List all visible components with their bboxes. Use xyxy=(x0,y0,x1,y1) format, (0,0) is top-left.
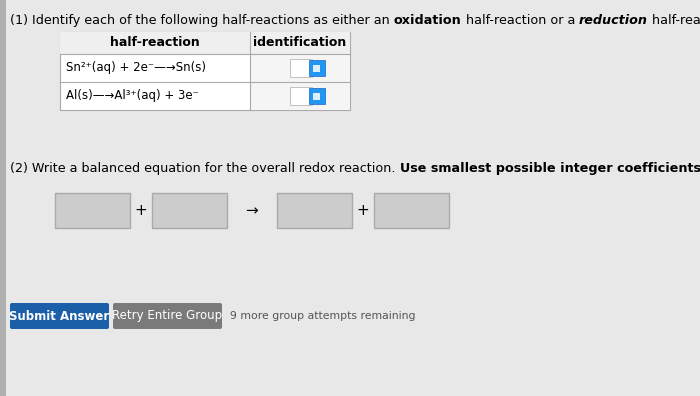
Bar xyxy=(313,65,320,72)
Text: oxidation: oxidation xyxy=(393,14,461,27)
Bar xyxy=(309,88,325,104)
Text: identification: identification xyxy=(253,36,346,50)
Text: Sn²⁺(aq) + 2e⁻—→Sn(s): Sn²⁺(aq) + 2e⁻—→Sn(s) xyxy=(66,61,206,74)
Text: (2) Write a balanced equation for the overall redox reaction.: (2) Write a balanced equation for the ov… xyxy=(10,162,400,175)
Bar xyxy=(290,87,312,105)
Bar xyxy=(55,193,130,228)
Bar xyxy=(277,193,352,228)
Bar xyxy=(290,59,312,77)
Text: half-reaction.: half-reaction. xyxy=(648,14,700,27)
Text: →: → xyxy=(246,203,258,218)
Text: Al(s)—→Al³⁺(aq) + 3e⁻: Al(s)—→Al³⁺(aq) + 3e⁻ xyxy=(66,89,199,103)
Text: Retry Entire Group: Retry Entire Group xyxy=(113,310,223,322)
Text: +: + xyxy=(356,203,370,218)
Text: Submit Answer: Submit Answer xyxy=(9,310,110,322)
Bar xyxy=(0,0,6,396)
Bar xyxy=(250,82,350,110)
Text: Use smallest possible integer coefficients.: Use smallest possible integer coefficien… xyxy=(400,162,700,175)
Bar xyxy=(309,60,325,76)
Bar xyxy=(60,32,350,54)
Bar xyxy=(313,93,320,100)
Text: 9 more group attempts remaining: 9 more group attempts remaining xyxy=(230,311,416,321)
Text: (1) Identify each of the following half-reactions as either an: (1) Identify each of the following half-… xyxy=(10,14,393,27)
Text: reduction: reduction xyxy=(579,14,648,27)
Bar xyxy=(152,193,227,228)
Text: half-reaction: half-reaction xyxy=(110,36,200,50)
Text: half-reaction or a: half-reaction or a xyxy=(461,14,579,27)
Bar xyxy=(374,193,449,228)
FancyBboxPatch shape xyxy=(113,303,222,329)
Bar xyxy=(250,54,350,82)
Text: +: + xyxy=(134,203,148,218)
FancyBboxPatch shape xyxy=(10,303,109,329)
Bar xyxy=(60,32,350,110)
